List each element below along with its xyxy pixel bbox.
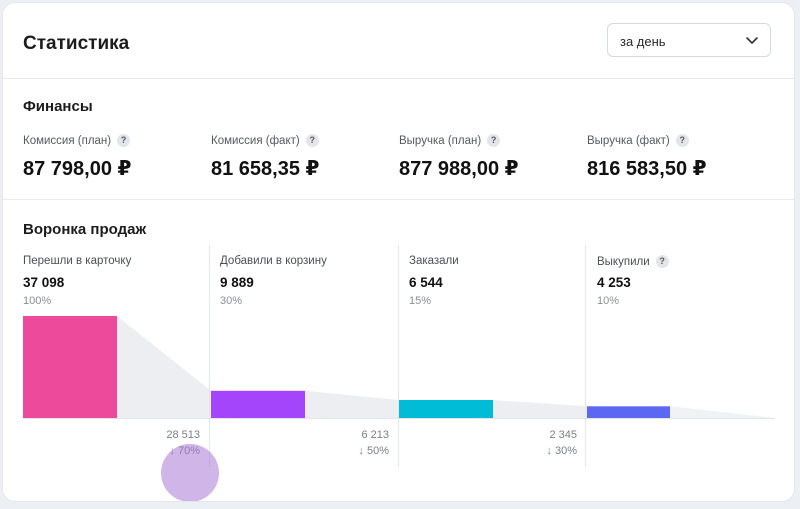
help-icon[interactable]: ?	[487, 134, 501, 147]
stage-label-text: Выкупили	[597, 255, 650, 268]
funnel-connector	[670, 406, 775, 418]
metric-label-text: Выручка (факт)	[587, 134, 670, 147]
metric-label-text: Выручка (план)	[399, 134, 482, 147]
metric-revenue-plan-value: 877 988,00 ₽	[399, 158, 519, 180]
stage-percent-card-views: 100%	[23, 295, 52, 307]
stage-percent-bought-out: 10%	[597, 295, 620, 307]
drop-off-3: 2 345 ↓ 30%	[517, 427, 577, 459]
stage-label-bought-out: Выкупили ?	[597, 255, 669, 268]
drop-count: 28 513	[166, 429, 200, 441]
help-icon[interactable]: ?	[117, 134, 131, 147]
metric-commission-fact-label: Комиссия (факт) ?	[211, 134, 319, 147]
metric-revenue-plan-label: Выручка (план) ?	[399, 134, 501, 147]
help-icon[interactable]: ?	[675, 134, 689, 147]
stage-count-bought-out: 4 253	[597, 275, 631, 290]
stage-label-card-views: Перешли в карточку	[23, 255, 132, 267]
metric-label-text: Комиссия (факт)	[211, 134, 300, 147]
section-divider	[3, 199, 794, 200]
stage-percent-added-to-cart: 30%	[220, 295, 243, 307]
drop-count: 2 345	[549, 429, 577, 441]
metric-revenue-fact-label: Выручка (факт) ?	[587, 134, 689, 147]
funnel-bar	[587, 406, 670, 418]
help-icon[interactable]: ?	[655, 255, 669, 268]
chevron-down-icon	[746, 37, 758, 44]
funnel-bar	[399, 400, 493, 418]
stage-percent-ordered: 15%	[409, 295, 432, 307]
finance-title: Финансы	[23, 98, 93, 115]
stage-count-added-to-cart: 9 889	[220, 275, 254, 290]
stage-divider	[209, 245, 210, 467]
page-title: Статистика	[23, 33, 130, 54]
metric-commission-plan-value: 87 798,00 ₽	[23, 158, 132, 180]
stage-count-card-views: 37 098	[23, 275, 65, 290]
funnel-chart	[23, 316, 775, 419]
funnel-bar	[211, 390, 305, 418]
funnel-connector	[117, 316, 211, 418]
stage-label-ordered: Заказали	[409, 255, 459, 267]
period-select[interactable]: за день	[607, 23, 771, 57]
drop-percent: ↓ 50%	[358, 445, 389, 457]
period-select-value: за день	[620, 34, 666, 49]
stage-count-ordered: 6 544	[409, 275, 443, 290]
help-icon[interactable]: ?	[305, 134, 319, 147]
drop-count: 6 213	[361, 429, 389, 441]
stage-divider	[398, 245, 399, 467]
metric-revenue-fact-value: 816 583,50 ₽	[587, 158, 707, 180]
statistics-card: Статистика за день Финансы Комиссия (пла…	[3, 3, 794, 501]
funnel-bar	[23, 316, 117, 418]
stage-divider	[585, 245, 586, 467]
funnel-connector	[305, 390, 399, 418]
metric-commission-fact-value: 81 658,35 ₽	[211, 158, 320, 180]
funnel-connector	[493, 400, 587, 418]
drop-percent: ↓ 30%	[546, 445, 577, 457]
metric-commission-plan-label: Комиссия (план) ?	[23, 134, 131, 147]
touch-indicator	[161, 444, 219, 501]
funnel-title: Воронка продаж	[23, 221, 147, 238]
drop-off-2: 6 213 ↓ 50%	[329, 427, 389, 459]
card-header: Статистика за день	[3, 3, 794, 79]
stage-label-added-to-cart: Добавили в корзину	[220, 255, 327, 267]
metric-label-text: Комиссия (план)	[23, 134, 112, 147]
